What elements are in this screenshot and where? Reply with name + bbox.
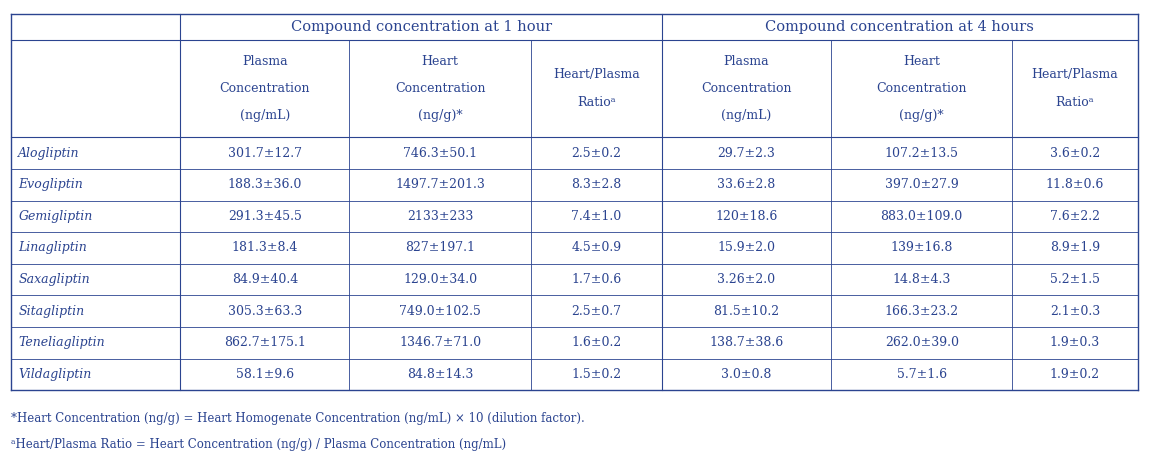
Text: 107.2±13.5: 107.2±13.5 <box>885 147 958 160</box>
Text: 262.0±39.0: 262.0±39.0 <box>885 336 958 349</box>
Text: Plasma: Plasma <box>242 55 287 68</box>
Text: Heart/Plasma: Heart/Plasma <box>553 68 640 81</box>
Text: Concentration: Concentration <box>877 82 967 95</box>
Text: 1.6±0.2: 1.6±0.2 <box>571 336 622 349</box>
Text: 58.1±9.6: 58.1±9.6 <box>236 368 294 381</box>
Text: 291.3±45.5: 291.3±45.5 <box>228 210 302 223</box>
Text: 138.7±38.6: 138.7±38.6 <box>709 336 784 349</box>
Text: 14.8±4.3: 14.8±4.3 <box>893 273 951 286</box>
Text: 8.3±2.8: 8.3±2.8 <box>571 178 622 191</box>
Text: Evogliptin: Evogliptin <box>18 178 83 191</box>
Text: 29.7±2.3: 29.7±2.3 <box>718 147 776 160</box>
Text: 188.3±36.0: 188.3±36.0 <box>228 178 302 191</box>
Text: 305.3±63.3: 305.3±63.3 <box>228 305 302 318</box>
Text: 4.5±0.9: 4.5±0.9 <box>571 242 622 254</box>
Text: 166.3±23.2: 166.3±23.2 <box>885 305 958 318</box>
Text: 301.7±12.7: 301.7±12.7 <box>228 147 302 160</box>
Text: 84.9±40.4: 84.9±40.4 <box>232 273 298 286</box>
Text: (ng/g)*: (ng/g)* <box>418 110 462 122</box>
Text: Ratioᵃ: Ratioᵃ <box>1056 96 1094 109</box>
Text: Concentration: Concentration <box>219 82 310 95</box>
Text: ᵃHeart/Plasma Ratio = Heart Concentration (ng/g) / Plasma Concentration (ng/mL): ᵃHeart/Plasma Ratio = Heart Concentratio… <box>11 438 507 451</box>
Text: 1346.7±71.0: 1346.7±71.0 <box>399 336 481 349</box>
Text: 7.4±1.0: 7.4±1.0 <box>571 210 622 223</box>
Text: 1.9±0.3: 1.9±0.3 <box>1050 336 1100 349</box>
Text: 3.0±0.8: 3.0±0.8 <box>722 368 772 381</box>
Text: Alogliptin: Alogliptin <box>18 147 80 160</box>
Text: 2133±233: 2133±233 <box>407 210 473 223</box>
Text: 84.8±14.3: 84.8±14.3 <box>407 368 473 381</box>
Text: Linagliptin: Linagliptin <box>18 242 87 254</box>
Text: 827±197.1: 827±197.1 <box>404 242 475 254</box>
Text: 181.3±8.4: 181.3±8.4 <box>232 242 298 254</box>
Text: 7.6±2.2: 7.6±2.2 <box>1050 210 1100 223</box>
Text: 5.2±1.5: 5.2±1.5 <box>1050 273 1100 286</box>
Text: 2.5±0.7: 2.5±0.7 <box>571 305 622 318</box>
Text: 11.8±0.6: 11.8±0.6 <box>1046 178 1104 191</box>
Text: Plasma: Plasma <box>724 55 770 68</box>
Text: 3.26±2.0: 3.26±2.0 <box>717 273 776 286</box>
Text: Ratioᵃ: Ratioᵃ <box>577 96 616 109</box>
Text: 8.9±1.9: 8.9±1.9 <box>1050 242 1100 254</box>
Text: 1.7±0.6: 1.7±0.6 <box>571 273 622 286</box>
Text: Compound concentration at 1 hour: Compound concentration at 1 hour <box>291 20 552 34</box>
Text: 3.6±0.2: 3.6±0.2 <box>1050 147 1100 160</box>
Text: 33.6±2.8: 33.6±2.8 <box>717 178 776 191</box>
Text: 1.5±0.2: 1.5±0.2 <box>571 368 622 381</box>
Text: 397.0±27.9: 397.0±27.9 <box>885 178 958 191</box>
Text: 746.3±50.1: 746.3±50.1 <box>403 147 477 160</box>
Text: 1.9±0.2: 1.9±0.2 <box>1050 368 1100 381</box>
Text: 1497.7±201.3: 1497.7±201.3 <box>395 178 485 191</box>
Text: 139±16.8: 139±16.8 <box>890 242 953 254</box>
Text: 129.0±34.0: 129.0±34.0 <box>403 273 477 286</box>
Text: 749.0±102.5: 749.0±102.5 <box>399 305 481 318</box>
Text: 2.1±0.3: 2.1±0.3 <box>1050 305 1100 318</box>
Text: Heart: Heart <box>422 55 458 68</box>
Text: Vildagliptin: Vildagliptin <box>18 368 92 381</box>
Text: Concentration: Concentration <box>395 82 485 95</box>
Text: 120±18.6: 120±18.6 <box>716 210 778 223</box>
Text: Compound concentration at 4 hours: Compound concentration at 4 hours <box>765 20 1034 34</box>
Text: Heart/Plasma: Heart/Plasma <box>1032 68 1118 81</box>
Text: 2.5±0.2: 2.5±0.2 <box>571 147 622 160</box>
Text: Concentration: Concentration <box>701 82 792 95</box>
Text: Sitagliptin: Sitagliptin <box>18 305 85 318</box>
Text: (ng/g)*: (ng/g)* <box>900 110 944 122</box>
Text: Gemigliptin: Gemigliptin <box>18 210 93 223</box>
Text: 81.5±10.2: 81.5±10.2 <box>714 305 779 318</box>
Text: Teneliagliptin: Teneliagliptin <box>18 336 105 349</box>
Text: 862.7±175.1: 862.7±175.1 <box>224 336 306 349</box>
Text: (ng/mL): (ng/mL) <box>240 110 290 122</box>
Text: *Heart Concentration (ng/g) = Heart Homogenate Concentration (ng/mL) × 10 (dilut: *Heart Concentration (ng/g) = Heart Homo… <box>11 412 585 425</box>
Text: Heart: Heart <box>903 55 940 68</box>
Text: 5.7±1.6: 5.7±1.6 <box>896 368 947 381</box>
Text: Saxagliptin: Saxagliptin <box>18 273 90 286</box>
Text: 883.0±109.0: 883.0±109.0 <box>880 210 963 223</box>
Text: 15.9±2.0: 15.9±2.0 <box>717 242 776 254</box>
Text: (ng/mL): (ng/mL) <box>722 110 772 122</box>
